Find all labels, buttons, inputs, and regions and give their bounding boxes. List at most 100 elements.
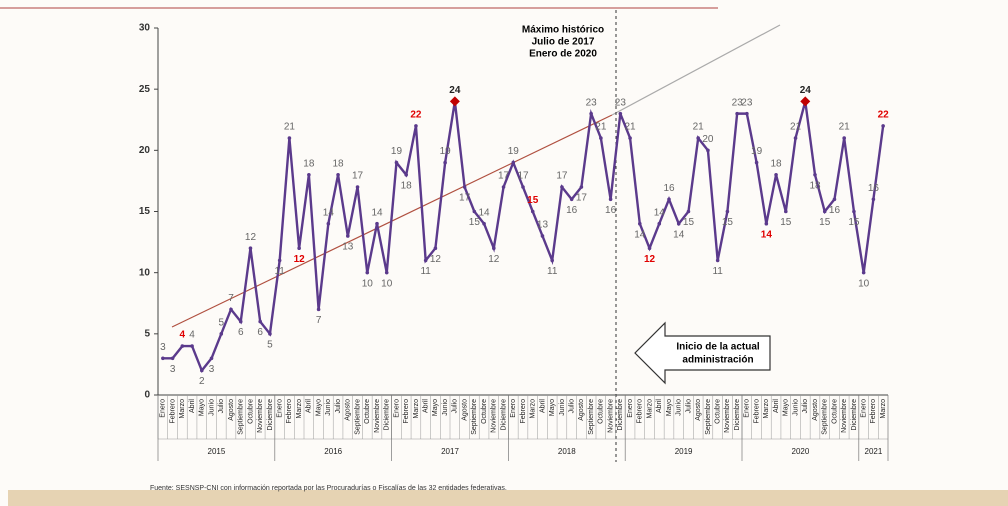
- x-tick-label: Enero: [627, 399, 634, 418]
- value-label: 3: [209, 364, 215, 375]
- point: [346, 234, 350, 238]
- point: [248, 246, 253, 250]
- x-tick-label: Enero: [277, 399, 284, 418]
- value-label: 18: [303, 158, 315, 169]
- value-label: 23: [741, 97, 753, 108]
- value-label: 23: [586, 97, 598, 108]
- point: [297, 246, 301, 250]
- point: [871, 197, 876, 202]
- point: [881, 124, 885, 128]
- point: [647, 246, 652, 250]
- callout-text: administración: [682, 355, 753, 366]
- x-tick-label: Diciembre: [734, 399, 741, 431]
- x-tick-label: Noviembre: [491, 399, 498, 433]
- point: [832, 197, 837, 202]
- x-tick-label: Noviembre: [374, 399, 381, 433]
- value-label: 7: [228, 293, 234, 304]
- x-tick-label: Octubre: [715, 399, 722, 424]
- y-tick-label: 25: [139, 84, 151, 95]
- value-label: 10: [381, 278, 393, 289]
- x-tick-label: Septiembre: [822, 399, 829, 435]
- value-label: 16: [566, 205, 578, 216]
- x-tick-label: Marzo: [763, 399, 770, 419]
- x-tick-label: Julio: [335, 399, 342, 414]
- point: [813, 173, 817, 177]
- year-label: 2018: [558, 447, 576, 456]
- x-tick-label: Marzo: [530, 399, 537, 419]
- point: [686, 209, 691, 214]
- y-tick-label: 30: [139, 23, 151, 34]
- point: [706, 148, 710, 153]
- point: [638, 221, 642, 226]
- value-label: 21: [693, 122, 705, 133]
- x-tick-label: Abril: [306, 399, 313, 413]
- point: [200, 368, 204, 373]
- value-label: 17: [459, 193, 471, 204]
- point: [384, 270, 389, 275]
- y-tick-label: 5: [144, 328, 150, 339]
- value-label: 12: [488, 254, 500, 265]
- point: [628, 136, 632, 140]
- x-tick-label: Diciembre: [384, 399, 391, 431]
- point: [852, 209, 856, 214]
- point: [842, 136, 846, 140]
- x-tick-label: Agosto: [461, 399, 468, 421]
- x-tick-label: Septiembre: [471, 399, 478, 435]
- x-tick-label: Mayo: [199, 399, 206, 416]
- value-label: 13: [537, 220, 549, 231]
- point: [161, 356, 165, 361]
- point: [550, 258, 554, 263]
- x-tick-label: Septiembre: [588, 399, 595, 435]
- x-tick-label: Abril: [539, 399, 546, 413]
- value-label: 19: [440, 146, 452, 157]
- point: [307, 173, 311, 177]
- x-tick-label: Mayo: [315, 399, 322, 416]
- point: [336, 173, 340, 177]
- point: [472, 209, 477, 214]
- year-label: 2016: [324, 447, 342, 456]
- point: [511, 160, 516, 165]
- x-tick-label: Agosto: [345, 399, 352, 421]
- value-label: 14: [673, 229, 685, 240]
- x-tick-label: Septiembre: [354, 399, 361, 435]
- x-tick-label: Mayo: [549, 399, 556, 416]
- x-tick-label: Enero: [160, 399, 167, 418]
- value-label: 13: [342, 242, 354, 253]
- point: [589, 111, 593, 116]
- point: [394, 160, 399, 165]
- x-tick-label: Febrero: [403, 399, 410, 424]
- value-label: 18: [809, 180, 821, 191]
- x-tick-label: Noviembre: [607, 399, 614, 433]
- x-tick-label: Diciembre: [617, 399, 624, 431]
- year-label: 2020: [792, 447, 810, 456]
- x-tick-label: Agosto: [578, 399, 585, 421]
- value-label: 17: [556, 171, 568, 182]
- value-label: 12: [245, 232, 257, 243]
- point: [190, 344, 194, 348]
- x-tick-label: Agosto: [812, 399, 819, 421]
- value-label: 14: [371, 207, 383, 218]
- y-tick-label: 20: [139, 145, 151, 156]
- callout-text: Inicio de la actual: [676, 342, 760, 353]
- point: [170, 356, 175, 361]
- point: [423, 258, 428, 263]
- point: [433, 246, 438, 250]
- point: [793, 136, 798, 140]
- x-tick-label: Septiembre: [238, 399, 245, 435]
- x-tick-label: Mayo: [666, 399, 673, 416]
- value-label: 19: [751, 146, 763, 157]
- x-tick-label: Noviembre: [841, 399, 848, 433]
- point: [569, 197, 574, 202]
- point: [560, 185, 564, 189]
- value-label: 17: [498, 171, 510, 182]
- value-label: 15: [469, 217, 481, 228]
- value-label: 18: [401, 180, 413, 191]
- point: [745, 111, 749, 116]
- value-label: 16: [829, 205, 841, 216]
- x-tick-label: Junio: [792, 399, 799, 416]
- value-label: 11: [420, 266, 431, 277]
- value-label: 5: [218, 317, 224, 328]
- value-label: 11: [712, 266, 723, 277]
